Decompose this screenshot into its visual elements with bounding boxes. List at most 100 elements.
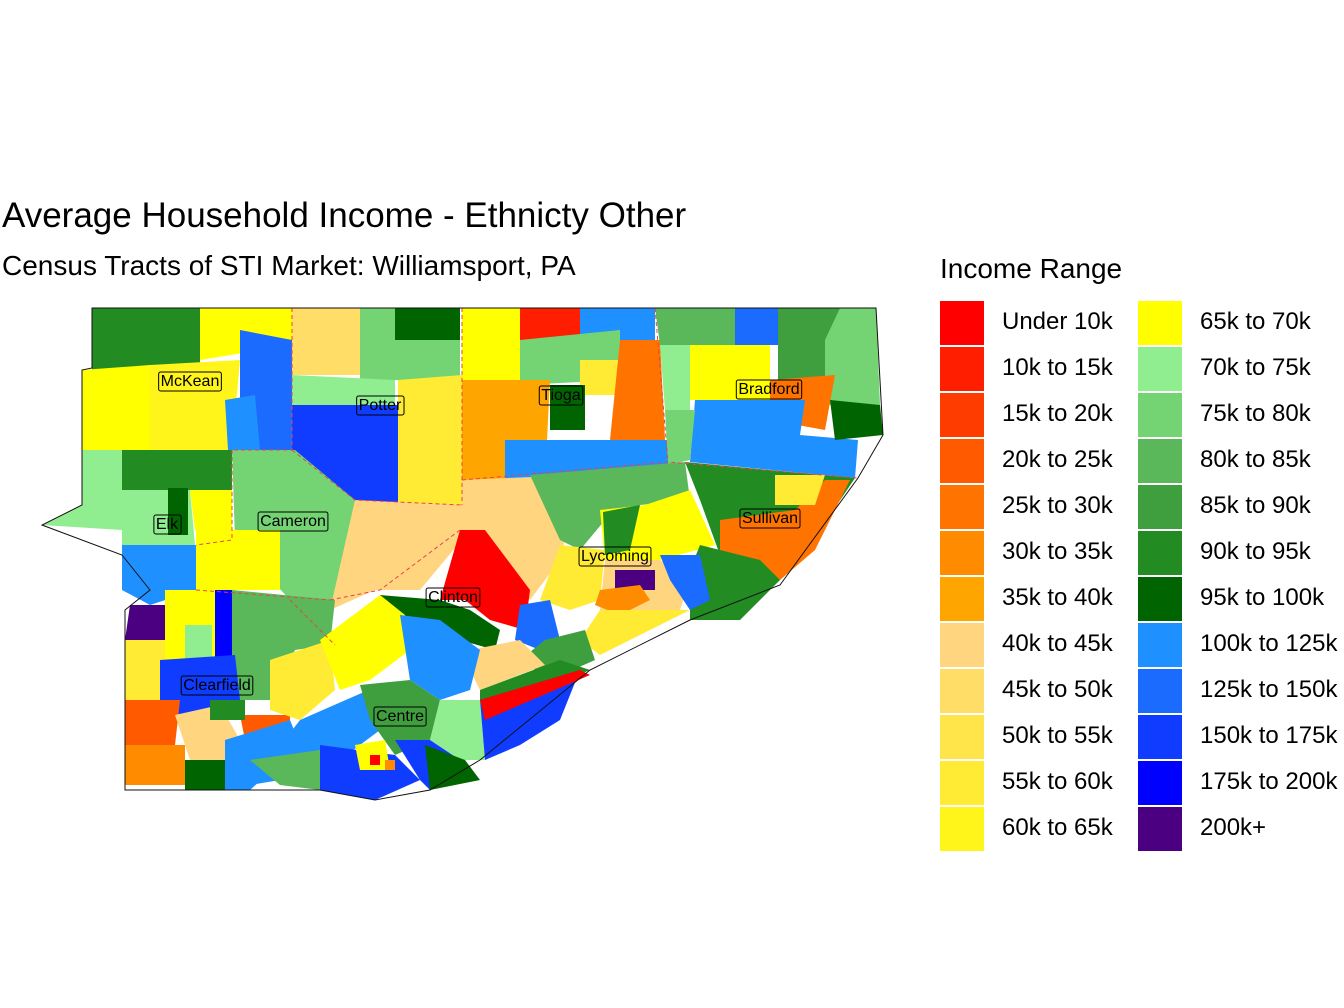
legend-item: Under 10k: [940, 300, 1140, 346]
legend-swatch: [940, 807, 984, 851]
legend-item: 95k to 100k: [1138, 576, 1338, 622]
county-label: Tioga: [538, 385, 584, 406]
tract: [580, 610, 690, 655]
tract: [225, 395, 260, 450]
legend-swatch: [1138, 439, 1182, 483]
legend-label: 125k to 150k: [1200, 676, 1338, 703]
tract: [225, 720, 300, 790]
map-title: Average Household Income - Ethnicty Othe…: [2, 196, 687, 235]
county-label-text: Clinton: [428, 589, 478, 606]
tract: [330, 500, 470, 610]
tract: [665, 410, 695, 465]
legend-label: 35k to 40k: [1002, 584, 1113, 611]
legend-swatch: [940, 301, 984, 345]
legend-label: 65k to 70k: [1200, 308, 1311, 335]
tract: [168, 488, 188, 535]
county-label-box: [373, 706, 427, 727]
tract: [232, 590, 335, 700]
county-label-box: [538, 385, 584, 406]
legend-swatch: [940, 577, 984, 621]
tract: [320, 745, 420, 800]
tract: [385, 760, 395, 770]
legend-swatch: [1138, 669, 1182, 713]
county-label-text: Tioga: [541, 387, 581, 404]
tract: [580, 308, 655, 340]
legend-item: 200k+: [1138, 806, 1338, 852]
legend-title: Income Range: [940, 253, 1123, 284]
county-label: Bradford: [735, 379, 803, 400]
legend-swatch: [940, 669, 984, 713]
tract: [615, 570, 655, 590]
tract: [690, 400, 858, 478]
tract: [190, 490, 232, 530]
county-label: Sullivan: [739, 508, 801, 529]
county-label-box: [739, 508, 801, 529]
county-label-text: Lycoming: [581, 548, 649, 565]
county-label-text: Sullivan: [742, 510, 798, 527]
tract: [550, 385, 585, 430]
legend-swatch: [1138, 301, 1182, 345]
legend-label: 20k to 25k: [1002, 446, 1113, 473]
legend-swatch: [1138, 393, 1182, 437]
county-label-text: McKean: [161, 373, 220, 390]
legend-item: 60k to 65k: [940, 806, 1140, 852]
tract: [125, 745, 185, 785]
census-tract-map: McKean Potter Tioga Bradford Elk Cameron Sulli…: [40, 307, 884, 801]
legend-label: 70k to 75k: [1200, 354, 1311, 381]
legend-label: 80k to 85k: [1200, 446, 1311, 473]
legend-item: 25k to 30k: [940, 484, 1140, 530]
legend-label: 150k to 175k: [1200, 722, 1338, 749]
legend-item: 45k to 50k: [940, 668, 1140, 714]
tract: [150, 360, 240, 450]
tract: [660, 555, 710, 610]
legend-item: 150k to 175k: [1138, 714, 1338, 760]
tract: [320, 595, 410, 690]
legend-swatch: [1138, 715, 1182, 759]
county-label-box: [356, 395, 405, 416]
legend-item: 65k to 70k: [1138, 300, 1338, 346]
tract: [395, 308, 460, 340]
tract: [480, 670, 590, 720]
county-label-box: [425, 587, 481, 608]
market-outline: [40, 307, 884, 801]
tract: [82, 365, 150, 450]
income-legend: Under 10k 10k to 15k 15k to 20k 20k to 25k 2…: [940, 300, 1344, 852]
legend-item: 75k to 80k: [1138, 392, 1338, 438]
tract: [470, 640, 545, 690]
legend-label: 75k to 80k: [1200, 400, 1311, 427]
county-label-text: Cameron: [260, 513, 326, 530]
legend-swatch: [1138, 485, 1182, 529]
tract: [196, 530, 280, 590]
tract: [610, 340, 665, 440]
tract: [775, 475, 825, 505]
legend-label: 50k to 55k: [1002, 722, 1113, 749]
legend-label: 200k+: [1200, 814, 1267, 841]
county-label: Elk: [153, 514, 182, 535]
tract: [720, 480, 850, 580]
tract: [580, 360, 625, 395]
county-label: McKean: [158, 371, 222, 392]
tract: [292, 375, 395, 405]
county-label: Clearfield: [180, 675, 254, 696]
tract-polygons: [42, 308, 883, 800]
legend-item: 100k to 125k: [1138, 622, 1338, 668]
legend-item: 10k to 15k: [940, 346, 1140, 392]
legend-label: 25k to 30k: [1002, 492, 1113, 519]
tract: [398, 375, 462, 505]
tract: [292, 308, 360, 375]
county-label: Clinton: [425, 587, 481, 608]
legend-label: 85k to 90k: [1200, 492, 1311, 519]
county-label-text: Bradford: [738, 381, 799, 398]
legend-swatch: [1138, 577, 1182, 621]
tract: [210, 700, 245, 720]
tract: [735, 308, 778, 345]
legend-label: 15k to 20k: [1002, 400, 1113, 427]
legend-swatch: [940, 485, 984, 529]
county-label-text: Clearfield: [183, 677, 251, 694]
legend-item: 80k to 85k: [1138, 438, 1338, 484]
legend-item: 85k to 90k: [1138, 484, 1338, 530]
county-label-box: [578, 546, 652, 567]
legend-swatch: [1138, 623, 1182, 667]
tract: [778, 308, 840, 380]
legend-label: 175k to 200k: [1200, 768, 1338, 795]
